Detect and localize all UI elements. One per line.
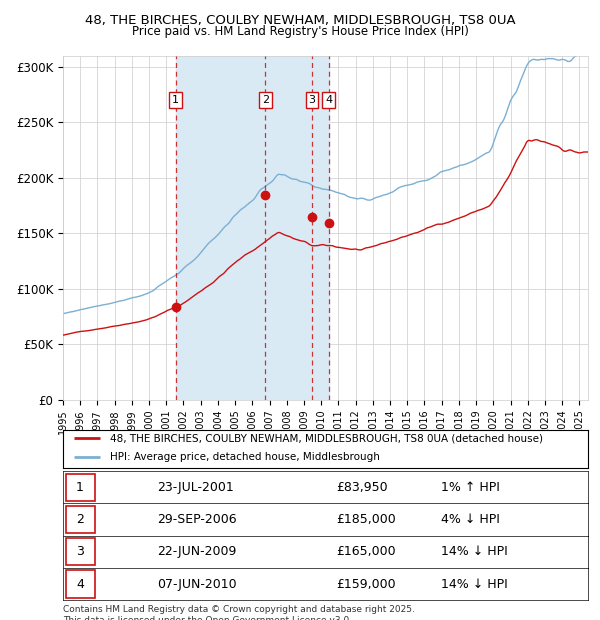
Text: 1% ↑ HPI: 1% ↑ HPI — [441, 481, 500, 494]
Text: Price paid vs. HM Land Registry's House Price Index (HPI): Price paid vs. HM Land Registry's House … — [131, 25, 469, 38]
Text: 2: 2 — [76, 513, 84, 526]
Text: 4: 4 — [76, 578, 84, 590]
Text: £165,000: £165,000 — [336, 546, 395, 558]
Text: 07-JUN-2010: 07-JUN-2010 — [157, 578, 237, 590]
Text: £83,950: £83,950 — [336, 481, 388, 494]
Text: 1: 1 — [172, 95, 179, 105]
FancyBboxPatch shape — [65, 474, 95, 501]
FancyBboxPatch shape — [65, 506, 95, 533]
Text: 3: 3 — [308, 95, 316, 105]
Text: 4: 4 — [325, 95, 332, 105]
Bar — [176, 56, 265, 400]
Text: £159,000: £159,000 — [336, 578, 395, 590]
Text: 48, THE BIRCHES, COULBY NEWHAM, MIDDLESBROUGH, TS8 0UA (detached house): 48, THE BIRCHES, COULBY NEWHAM, MIDDLESB… — [110, 433, 543, 443]
Text: HPI: Average price, detached house, Middlesbrough: HPI: Average price, detached house, Midd… — [110, 453, 380, 463]
Text: Contains HM Land Registry data © Crown copyright and database right 2025.
This d: Contains HM Land Registry data © Crown c… — [63, 605, 415, 620]
Text: 4% ↓ HPI: 4% ↓ HPI — [441, 513, 500, 526]
Text: 14% ↓ HPI: 14% ↓ HPI — [441, 546, 508, 558]
FancyBboxPatch shape — [65, 538, 95, 565]
Text: 23-JUL-2001: 23-JUL-2001 — [157, 481, 234, 494]
Text: 14% ↓ HPI: 14% ↓ HPI — [441, 578, 508, 590]
FancyBboxPatch shape — [65, 570, 95, 598]
Bar — [265, 56, 329, 400]
Text: 29-SEP-2006: 29-SEP-2006 — [157, 513, 237, 526]
Text: 1: 1 — [76, 481, 84, 494]
Text: 2: 2 — [262, 95, 269, 105]
Text: 22-JUN-2009: 22-JUN-2009 — [157, 546, 237, 558]
Text: 3: 3 — [76, 546, 84, 558]
Text: 48, THE BIRCHES, COULBY NEWHAM, MIDDLESBROUGH, TS8 0UA: 48, THE BIRCHES, COULBY NEWHAM, MIDDLESB… — [85, 14, 515, 27]
Text: £185,000: £185,000 — [336, 513, 396, 526]
